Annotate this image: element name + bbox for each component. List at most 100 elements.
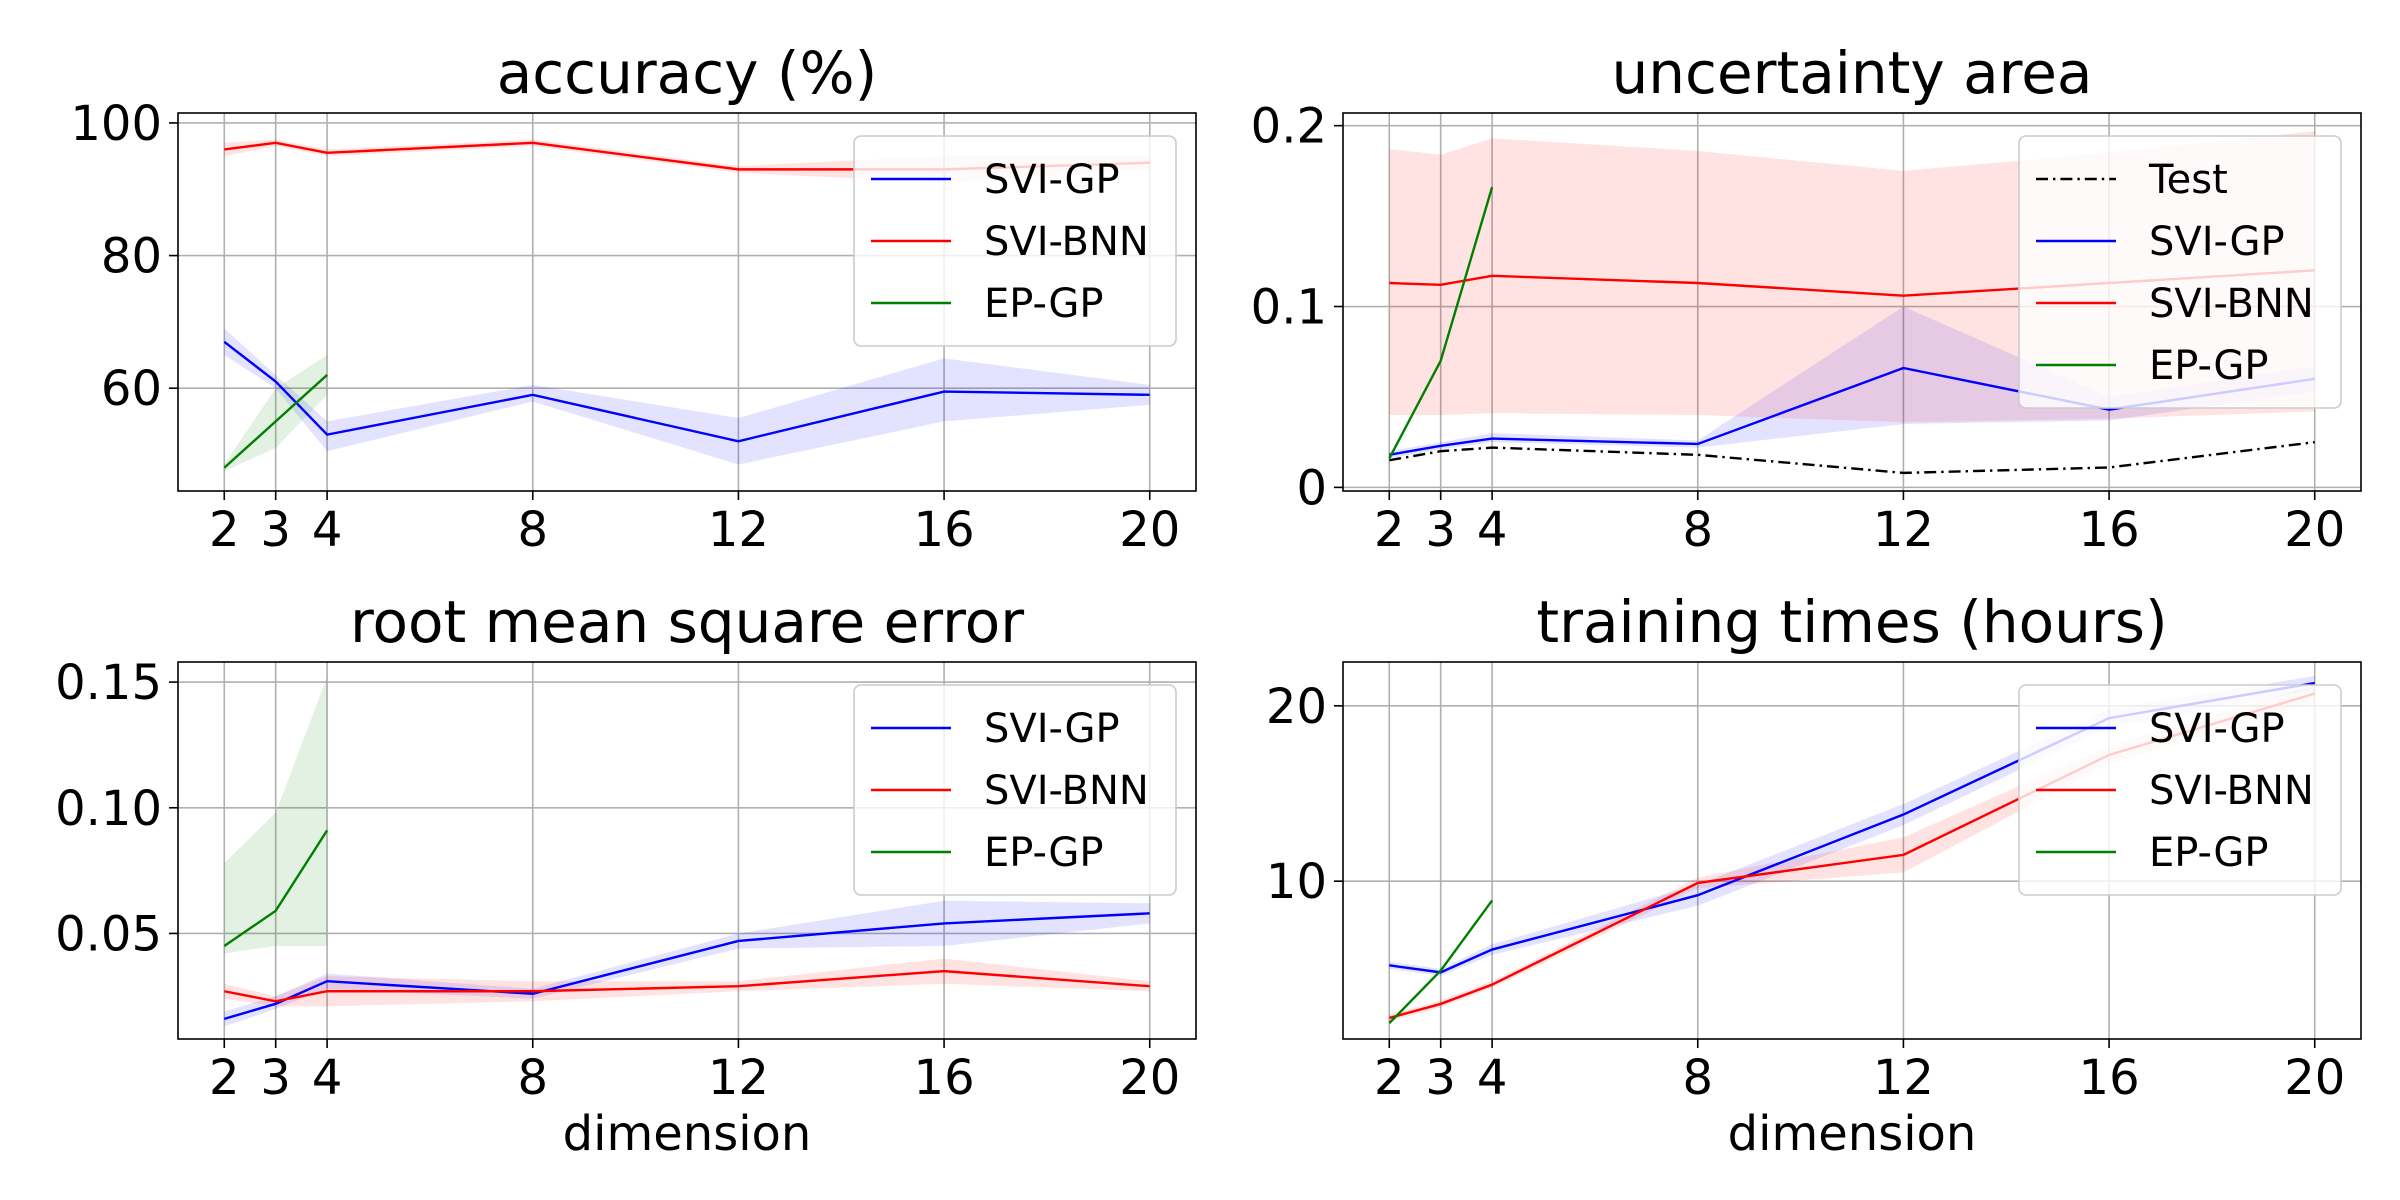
chart-title: root mean square error <box>350 588 1024 656</box>
axes-frame <box>177 112 1197 492</box>
x-tick-label: 20 <box>2284 1050 2345 1106</box>
series-line-svi-gp <box>223 912 1150 1021</box>
x-tick-label: 8 <box>517 1050 548 1106</box>
legend-label-svi-bnn: SVI-BNN <box>984 768 1149 814</box>
axes-frame <box>1342 112 2362 492</box>
x-tick-label: 12 <box>708 1050 769 1106</box>
band-svi-gp <box>224 900 1150 1027</box>
legend-box <box>2018 684 2342 896</box>
legend-label-svi-gp: SVI-GP <box>2149 219 2285 265</box>
legend-label-ep-gp: EP-GP <box>984 830 1104 876</box>
chart-uncertainty-area: 2 3 4 8 12 16 20 0 0.1 0.2 uncertainty area Test SVI… <box>1251 39 2362 558</box>
band-svi-gp <box>1389 306 2315 459</box>
x-axis: 2 3 4 8 12 16 20 <box>209 1039 1180 1106</box>
axes-frame <box>177 661 1197 1040</box>
legend-box <box>853 135 1177 347</box>
x-tick-label: 3 <box>1425 502 1456 558</box>
legend-label-ep-gp: EP-GP <box>2149 830 2269 876</box>
legend-label-ep-gp: EP-GP <box>984 281 1104 327</box>
x-tick-label: 16 <box>914 1050 975 1106</box>
y-tick-label: 60 <box>101 361 162 417</box>
chart-title: uncertainty area <box>1612 39 2093 107</box>
chart-root-mean-square-error: 2 3 4 8 12 16 20 0.05 0.10 0.15 root mean square e… <box>55 588 1197 1162</box>
y-axis: 60 80 100 <box>70 96 178 417</box>
y-tick-label: 0.10 <box>55 781 162 837</box>
x-axis: 2 3 4 8 12 16 20 <box>209 491 1180 558</box>
legend-label-svi-bnn: SVI-BNN <box>2149 281 2314 327</box>
series-line-ep-gp <box>1388 186 1494 460</box>
x-axis-label: dimension <box>1728 1106 1977 1162</box>
x-tick-label: 8 <box>1682 502 1713 558</box>
x-tick-label: 2 <box>209 1050 240 1106</box>
chart-training-times-hours: 2 3 4 8 12 16 20 10 20 training times (hours) dime… <box>1266 588 2362 1162</box>
y-tick-label: 10 <box>1266 854 1327 910</box>
legend-label-test: Test <box>2148 157 2228 203</box>
band-svi-bnn <box>224 958 1150 1007</box>
x-tick-label: 20 <box>2284 502 2345 558</box>
legend-label-svi-bnn: SVI-BNN <box>984 219 1149 265</box>
series-line-svi-gp <box>1389 366 2315 457</box>
legend-label-ep-gp: EP-GP <box>2149 343 2269 389</box>
y-tick-label: 100 <box>70 96 162 152</box>
x-tick-label: 2 <box>209 502 240 558</box>
x-tick-label: 20 <box>1119 502 1180 558</box>
series-line-svi-bnn <box>224 969 1150 1003</box>
x-tick-label: 3 <box>260 1050 291 1106</box>
x-tick-label: 2 <box>1374 1050 1405 1106</box>
series-line-svi-gp <box>223 340 1150 443</box>
band-ep-gp <box>224 677 328 954</box>
chart-title: training times (hours) <box>1536 588 2167 656</box>
y-tick-label: 80 <box>101 229 162 285</box>
legend-label-svi-gp: SVI-GP <box>984 157 1120 203</box>
x-tick-label: 4 <box>1477 1050 1508 1106</box>
x-tick-label: 2 <box>1374 502 1405 558</box>
x-tick-label: 12 <box>1873 502 1934 558</box>
x-tick-label: 12 <box>1873 1050 1934 1106</box>
x-tick-label: 12 <box>708 502 769 558</box>
y-tick-label: 0 <box>1296 460 1327 516</box>
series-line-ep-gp <box>223 374 328 469</box>
y-tick-label: 0.15 <box>55 655 162 711</box>
x-tick-label: 3 <box>1425 1050 1456 1106</box>
series-line-ep-gp <box>1388 899 1494 1025</box>
chart-title: accuracy (%) <box>497 39 877 107</box>
legend-label-svi-gp: SVI-GP <box>2149 706 2285 752</box>
band-svi-gp <box>1389 676 2315 976</box>
y-tick-label: 0.1 <box>1251 280 1327 336</box>
y-axis: 0 0.1 0.2 <box>1251 99 1343 516</box>
axes-frame <box>1342 661 2362 1040</box>
y-axis: 0.05 0.10 0.15 <box>55 655 178 962</box>
y-tick-label: 0.2 <box>1251 99 1327 155</box>
legend-label-svi-bnn: SVI-BNN <box>2149 768 2314 814</box>
legend-label-svi-gp: SVI-GP <box>984 706 1120 752</box>
legend: SVI-GP SVI-BNN EP-GP <box>853 684 1177 896</box>
series-line-test <box>1389 440 2315 475</box>
x-tick-label: 8 <box>517 502 548 558</box>
x-tick-label: 4 <box>312 1050 343 1106</box>
chart-accuracy: 2 3 4 8 12 16 20 60 80 100 accuracy (%) SVI-GP SVI-B… <box>70 39 1197 558</box>
legend: SVI-GP SVI-BNN EP-GP <box>853 135 1177 347</box>
x-tick-label: 4 <box>312 502 343 558</box>
x-tick-label: 4 <box>1477 502 1508 558</box>
x-tick-label: 16 <box>2079 1050 2140 1106</box>
x-axis-label: dimension <box>563 1106 812 1162</box>
y-tick-label: 20 <box>1266 679 1327 735</box>
band-ep-gp <box>224 355 328 472</box>
band-svi-gp <box>224 328 1150 465</box>
x-tick-label: 16 <box>2079 502 2140 558</box>
x-axis: 2 3 4 8 12 16 20 <box>1374 491 2345 558</box>
legend: SVI-GP SVI-BNN EP-GP <box>2018 684 2342 896</box>
x-tick-label: 8 <box>1682 1050 1713 1106</box>
series-line-ep-gp <box>223 829 329 947</box>
plot-area <box>223 677 1150 1027</box>
x-tick-label: 20 <box>1119 1050 1180 1106</box>
legend-box <box>853 684 1177 896</box>
y-axis: 10 20 <box>1266 679 1343 910</box>
y-tick-label: 0.05 <box>55 906 162 962</box>
legend-box <box>2018 135 2342 409</box>
x-tick-label: 3 <box>260 502 291 558</box>
x-tick-label: 16 <box>914 502 975 558</box>
